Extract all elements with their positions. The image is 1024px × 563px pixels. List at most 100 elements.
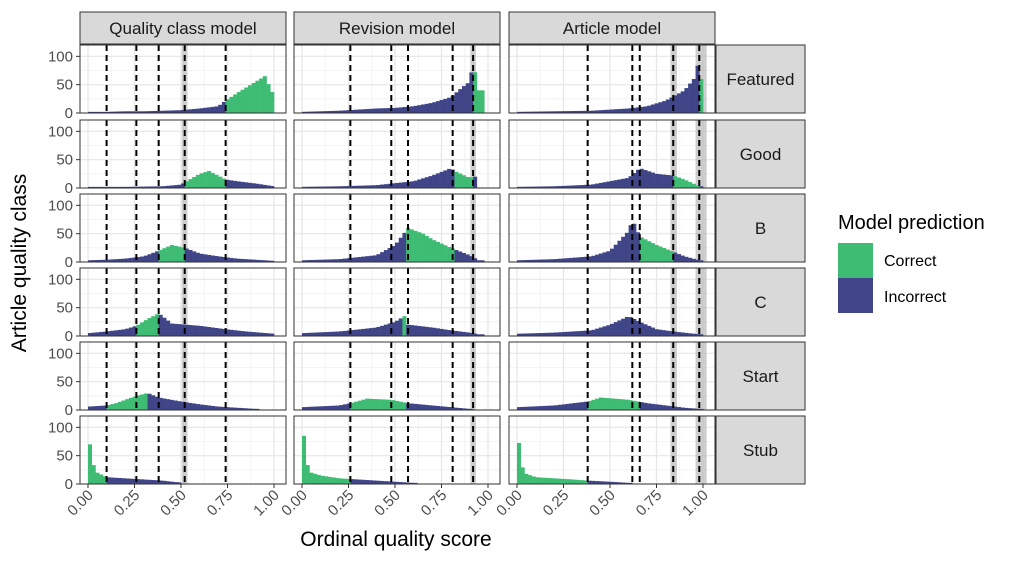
histogram-bar: [214, 174, 219, 188]
histogram-bar: [595, 110, 600, 113]
histogram-bar: [244, 259, 249, 262]
histogram-bar: [650, 172, 655, 188]
histogram-bar: [199, 173, 204, 188]
histogram-bar: [662, 101, 667, 113]
histogram-bar: [673, 176, 678, 188]
histogram-bar: [550, 405, 555, 410]
histogram-bar: [328, 331, 333, 336]
histogram-bar: [354, 257, 359, 262]
y-tick-label: 0: [65, 328, 73, 345]
histogram-bar: [117, 329, 122, 336]
histogram-bar: [376, 399, 381, 410]
histogram-bar: [335, 259, 340, 262]
histogram-bar: [535, 333, 540, 336]
histogram-bar: [147, 479, 152, 484]
histogram-bar: [143, 186, 148, 188]
histogram-bar: [128, 478, 133, 484]
histogram-bar: [476, 90, 481, 113]
histogram-bar: [465, 83, 470, 113]
histogram-bar: [524, 473, 529, 484]
histogram-bar: [428, 176, 433, 188]
histogram-bar: [106, 111, 111, 113]
histogram-bar: [192, 108, 197, 113]
histogram-bar: [587, 256, 592, 262]
histogram-bar: [380, 325, 385, 336]
histogram-bar: [587, 480, 592, 484]
histogram-bar: [121, 329, 126, 336]
histogram-bar: [361, 185, 366, 188]
histogram-bar: [240, 331, 245, 336]
histogram-bar: [210, 405, 215, 410]
histogram-bar: [110, 259, 115, 262]
histogram-bar: [114, 477, 119, 484]
histogram-bar: [520, 111, 525, 113]
histogram-bar: [688, 182, 693, 188]
histogram-bar: [162, 186, 167, 188]
histogram-bar: [391, 400, 396, 410]
histogram-bar: [91, 111, 96, 113]
histogram-bar: [192, 251, 197, 262]
histogram-bar: [665, 249, 670, 262]
histogram-bar: [465, 408, 470, 410]
histogram-bar: [639, 322, 644, 336]
histogram-bar: [676, 332, 681, 336]
histogram-bar: [125, 258, 130, 262]
histogram-bar: [207, 405, 212, 410]
histogram-bar: [610, 398, 615, 410]
histogram-bar: [195, 404, 200, 410]
histogram-bar: [125, 186, 130, 188]
histogram-bar: [169, 323, 174, 336]
histogram-bar: [454, 92, 459, 113]
histogram-bar: [628, 225, 633, 262]
histogram-bar: [409, 229, 414, 262]
histogram-bar: [95, 472, 100, 484]
histogram-bar: [550, 332, 555, 336]
histogram-bar: [207, 107, 212, 113]
histogram-bar: [262, 260, 267, 262]
histogram-bar: [628, 400, 633, 410]
histogram-bar: [421, 233, 426, 262]
histogram-bar: [613, 322, 618, 336]
histogram-bar: [617, 320, 622, 336]
histogram-bar: [255, 408, 260, 410]
histogram-bar: [151, 316, 156, 336]
column-strip-label: Article model: [563, 19, 661, 38]
histogram-bar: [251, 259, 256, 262]
histogram-bar: [643, 170, 648, 188]
histogram-bar: [583, 330, 588, 336]
histogram-bar: [225, 99, 230, 113]
histogram-bar: [225, 257, 230, 262]
histogram-bar: [583, 480, 588, 484]
histogram-bar: [350, 109, 355, 113]
histogram-bar: [595, 481, 600, 484]
histogram-bar: [572, 110, 577, 113]
histogram-bar: [554, 111, 559, 113]
histogram-bar: [229, 96, 234, 113]
histogram-bar: [398, 318, 403, 336]
histogram-bar: [154, 186, 159, 188]
histogram-bar: [621, 236, 626, 262]
histogram-bar: [91, 186, 96, 188]
histogram-bar: [565, 403, 570, 410]
histogram-bar: [218, 328, 223, 336]
histogram-bar: [598, 253, 603, 262]
histogram-bar: [361, 109, 366, 113]
panel-border: [508, 267, 716, 337]
histogram-bar: [461, 86, 466, 113]
histogram-bar: [691, 333, 696, 336]
histogram-bar: [395, 107, 400, 113]
histogram-bar: [576, 479, 581, 484]
histogram-bar: [251, 332, 256, 336]
histogram-bar: [221, 406, 226, 410]
histogram-bar: [610, 323, 615, 336]
histogram-bar: [117, 477, 122, 484]
histogram-bar: [331, 477, 336, 484]
histogram-bar: [169, 399, 174, 410]
panel: [79, 119, 287, 189]
histogram-bar: [621, 482, 626, 484]
histogram-bar: [173, 400, 178, 410]
histogram-bar: [569, 185, 574, 188]
histogram-bar: [88, 332, 93, 336]
histogram-bar: [361, 399, 366, 410]
histogram-bar: [665, 174, 670, 188]
